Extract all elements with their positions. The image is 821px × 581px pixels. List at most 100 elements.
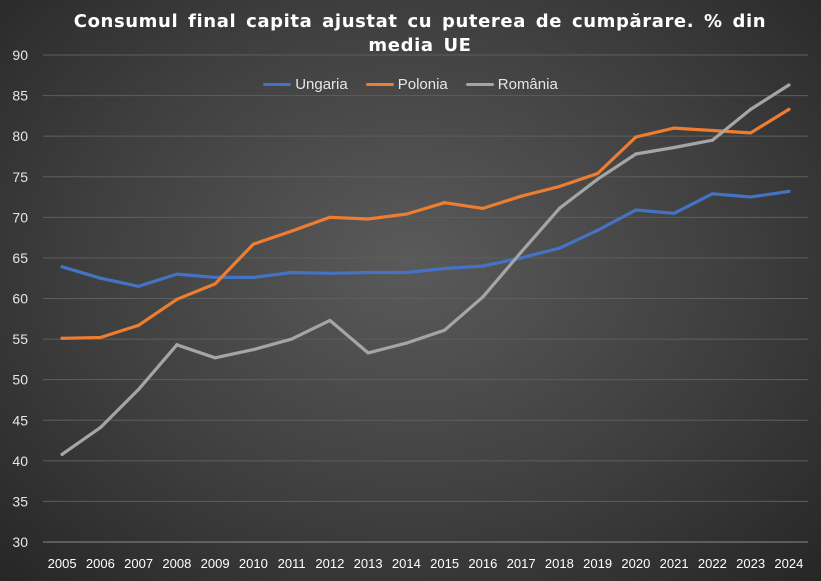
x-tick-label-2012: 2012 <box>315 556 344 571</box>
data-point-polonia-2011 <box>290 229 294 233</box>
data-point-ungaria-2006 <box>98 276 102 280</box>
data-point-ungaria-2021 <box>672 211 676 215</box>
y-tick-label-80: 80 <box>12 128 28 144</box>
x-tick-label-2009: 2009 <box>201 556 230 571</box>
x-tick-label-2020: 2020 <box>621 556 650 571</box>
legend-label: România <box>497 76 558 93</box>
data-point-romania-2019 <box>596 177 600 181</box>
y-tick-label-45: 45 <box>12 412 28 428</box>
data-point-polonia-2009 <box>213 282 217 286</box>
data-point-romania-2009 <box>213 356 217 360</box>
x-tick-label-2015: 2015 <box>430 556 459 571</box>
data-point-romania-2021 <box>672 145 676 150</box>
x-tick-label-2019: 2019 <box>583 556 612 571</box>
data-point-romania-2022 <box>710 138 714 142</box>
data-point-polonia-2022 <box>710 128 714 133</box>
legend-label: Polonia <box>397 76 448 93</box>
x-tick-label-2007: 2007 <box>124 556 153 571</box>
data-point-ungaria-2016 <box>481 264 485 268</box>
data-point-romania-2005 <box>60 452 64 456</box>
data-point-ungaria-2013 <box>366 270 370 275</box>
y-tick-label-40: 40 <box>12 453 28 469</box>
data-point-ungaria-2020 <box>634 208 638 212</box>
data-point-romania-2007 <box>137 387 141 392</box>
x-tick-label-2014: 2014 <box>392 556 421 571</box>
x-tick-label-2023: 2023 <box>736 556 765 571</box>
x-tick-label-2017: 2017 <box>507 556 536 571</box>
y-tick-label-60: 60 <box>12 291 28 307</box>
legend-item-polonia: Polonia <box>365 76 448 93</box>
x-tick-label-2018: 2018 <box>545 556 574 571</box>
x-tick-label-2006: 2006 <box>86 556 115 571</box>
x-tick-label-2024: 2024 <box>774 556 803 571</box>
data-point-polonia-2012 <box>328 215 332 219</box>
y-tick-label-50: 50 <box>12 372 28 388</box>
data-point-polonia-2006 <box>98 335 102 340</box>
data-point-ungaria-2022 <box>710 192 714 196</box>
data-point-romania-2014 <box>404 341 408 345</box>
series-line-romania <box>60 83 791 456</box>
data-point-polonia-2017 <box>519 194 523 198</box>
data-point-romania-2020 <box>634 152 638 156</box>
x-tick-label-2011: 2011 <box>278 556 306 571</box>
x-tick-label-2005: 2005 <box>48 556 77 571</box>
series-line-polonia <box>60 107 791 340</box>
legend-item-romania: România <box>465 76 558 93</box>
legend-item-ungaria: Ungaria <box>263 76 348 93</box>
y-tick-label-35: 35 <box>12 493 28 509</box>
legend-swatch <box>365 83 394 86</box>
y-tick-label-30: 30 <box>12 534 28 550</box>
y-tick-label-55: 55 <box>12 331 28 347</box>
data-point-romania-2011 <box>290 337 294 341</box>
data-point-romania-2012 <box>328 318 332 323</box>
data-point-ungaria-2018 <box>557 246 561 250</box>
data-point-romania-2016 <box>481 295 485 299</box>
chart-title: Consumul final capita ajustat cu puterea… <box>73 11 767 56</box>
data-point-romania-2006 <box>98 425 102 430</box>
data-point-romania-2015 <box>443 328 447 332</box>
data-point-ungaria-2008 <box>175 272 179 276</box>
x-tick-label-2016: 2016 <box>468 556 497 571</box>
y-tick-label-65: 65 <box>12 250 28 266</box>
x-tick-label-2013: 2013 <box>354 556 383 571</box>
data-point-romania-2008 <box>175 343 179 347</box>
data-point-romania-2017 <box>519 250 523 254</box>
data-point-polonia-2008 <box>175 297 179 301</box>
data-point-polonia-2018 <box>557 184 561 189</box>
data-point-polonia-2024 <box>787 107 791 111</box>
y-tick-label-75: 75 <box>12 169 28 185</box>
data-point-polonia-2014 <box>404 212 408 216</box>
data-point-ungaria-2012 <box>328 271 332 275</box>
x-tick-label-2021: 2021 <box>660 556 689 571</box>
data-point-ungaria-2009 <box>213 275 217 279</box>
data-point-polonia-2021 <box>672 126 676 130</box>
data-point-romania-2023 <box>749 107 753 111</box>
data-point-polonia-2016 <box>481 206 485 211</box>
data-point-ungaria-2010 <box>251 275 255 279</box>
data-point-polonia-2013 <box>366 217 370 221</box>
legend: Ungaria Polonia România <box>0 76 821 93</box>
data-point-ungaria-2017 <box>519 256 523 260</box>
data-point-romania-2010 <box>251 348 255 352</box>
data-point-ungaria-2014 <box>404 270 408 275</box>
data-point-ungaria-2011 <box>290 270 294 275</box>
data-point-ungaria-2005 <box>60 265 64 269</box>
data-point-romania-2018 <box>557 206 561 211</box>
data-point-polonia-2010 <box>251 242 255 246</box>
y-tick-label-70: 70 <box>12 209 28 225</box>
data-point-polonia-2019 <box>596 171 600 176</box>
data-point-romania-2013 <box>366 351 370 355</box>
data-point-polonia-2007 <box>137 323 141 327</box>
data-point-polonia-2020 <box>634 135 638 139</box>
data-point-polonia-2015 <box>443 201 447 205</box>
data-point-ungaria-2023 <box>749 195 753 199</box>
y-tick-label-90: 90 <box>12 47 28 63</box>
y-tick-label-85: 85 <box>12 88 28 104</box>
legend-label: Ungaria <box>295 76 348 93</box>
x-tick-label-2022: 2022 <box>698 556 727 571</box>
legend-swatch <box>465 83 494 86</box>
data-point-romania-2024 <box>787 83 791 87</box>
series-line-ungaria <box>60 189 791 288</box>
